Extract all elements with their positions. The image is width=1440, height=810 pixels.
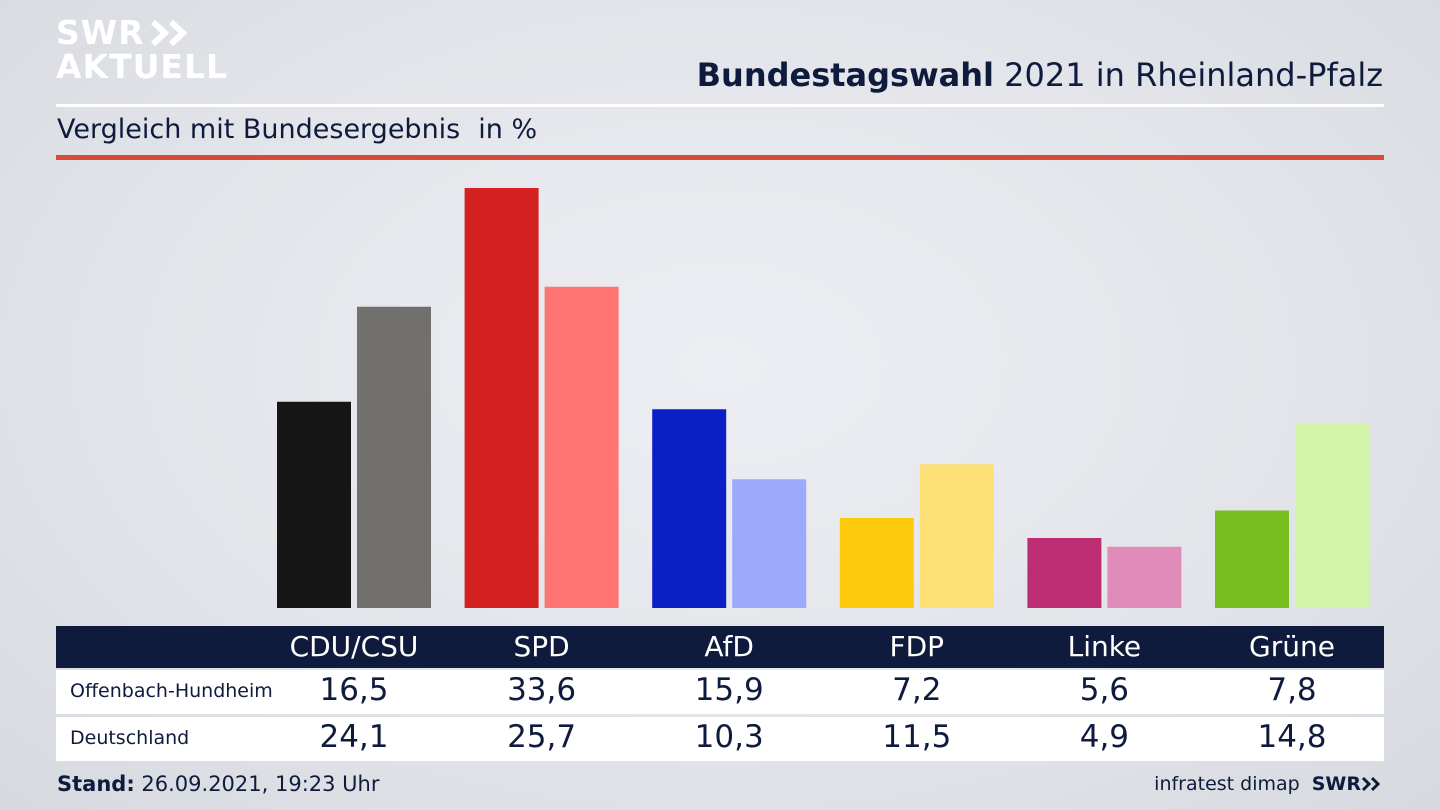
value-label: 4,9 [1079, 719, 1130, 755]
bar-afd-local [652, 409, 727, 608]
category-label: CDU/CSU [289, 630, 419, 663]
category-label: Linke [1067, 630, 1142, 663]
value-label: 10,3 [694, 719, 764, 755]
double-chevron-icon [150, 19, 188, 47]
category-label: Grüne [1249, 630, 1335, 663]
category-label: SPD [513, 630, 570, 663]
value-label: 25,7 [507, 719, 577, 755]
bar-spd-bund [544, 286, 619, 608]
value-label: 33,6 [507, 672, 577, 708]
value-label: 11,5 [882, 719, 952, 755]
accent-divider [56, 155, 1384, 160]
page-title: Bundestagswahl 2021 in Rheinland-Pfalz [697, 56, 1383, 94]
bar-spd-local [464, 188, 539, 608]
timestamp: Stand: 26.09.2021, 19:23 Uhr [57, 772, 380, 796]
bar-linke-bund [1107, 546, 1182, 608]
bar-fdp-local [839, 518, 914, 608]
stand-label: Stand: [57, 772, 135, 796]
footer-brand-text: SWR [1311, 773, 1361, 795]
title-rest: 2021 in Rheinland-Pfalz [994, 56, 1383, 94]
table-row: Deutschland 24,1 25,7 10,3 11,5 4,9 14,8 [56, 717, 1384, 761]
value-label: 16,5 [319, 672, 389, 708]
bar-fdp-bund [919, 464, 994, 608]
value-label: 7,8 [1267, 672, 1317, 708]
stand-value: 26.09.2021, 19:23 Uhr [134, 772, 380, 796]
source-label: infratest dimap [1154, 773, 1300, 795]
title-bold: Bundestagswahl [696, 56, 994, 94]
bar-afd-bund [732, 479, 807, 608]
logo-line1: SWR [56, 13, 145, 52]
category-label: FDP [889, 630, 945, 663]
row-label: Offenbach-Hundheim [70, 680, 273, 702]
value-label: 15,9 [694, 672, 764, 708]
bar-cdu-csu-bund [357, 306, 431, 608]
category-label: AfD [704, 630, 754, 663]
source-credit: infratest dimap SWR [1154, 773, 1383, 795]
logo-line2: AKTUELL [56, 47, 229, 86]
footer-swr-logo: SWR [1312, 773, 1383, 795]
double-chevron-icon [1361, 776, 1381, 792]
unit-label: in % [478, 114, 538, 145]
swr-aktuell-logo: SWR AKTUELL [56, 16, 228, 84]
value-label: 5,6 [1079, 672, 1130, 708]
value-label: 14,8 [1257, 719, 1327, 755]
bar-cdu-csu-local [277, 401, 351, 608]
title-divider [56, 104, 1384, 107]
bar-linke-local [1027, 538, 1102, 608]
bar-gr-ne-local [1215, 510, 1289, 608]
value-label: 7,2 [892, 672, 942, 708]
table-row: Offenbach-Hundheim 16,5 33,6 15,9 7,2 5,6 7,8 [56, 670, 1384, 714]
chart-subtitle: Vergleich mit Bundesergebnis in % [57, 114, 537, 145]
value-label: 24,1 [319, 719, 389, 755]
subtitle-text: Vergleich mit Bundesergebnis [57, 114, 461, 145]
table-header: CDU/CSU SPD AfD FDP Linke Grüne [56, 626, 1384, 668]
bar-gr-ne-bund [1295, 423, 1369, 608]
row-label: Deutschland [70, 727, 190, 749]
